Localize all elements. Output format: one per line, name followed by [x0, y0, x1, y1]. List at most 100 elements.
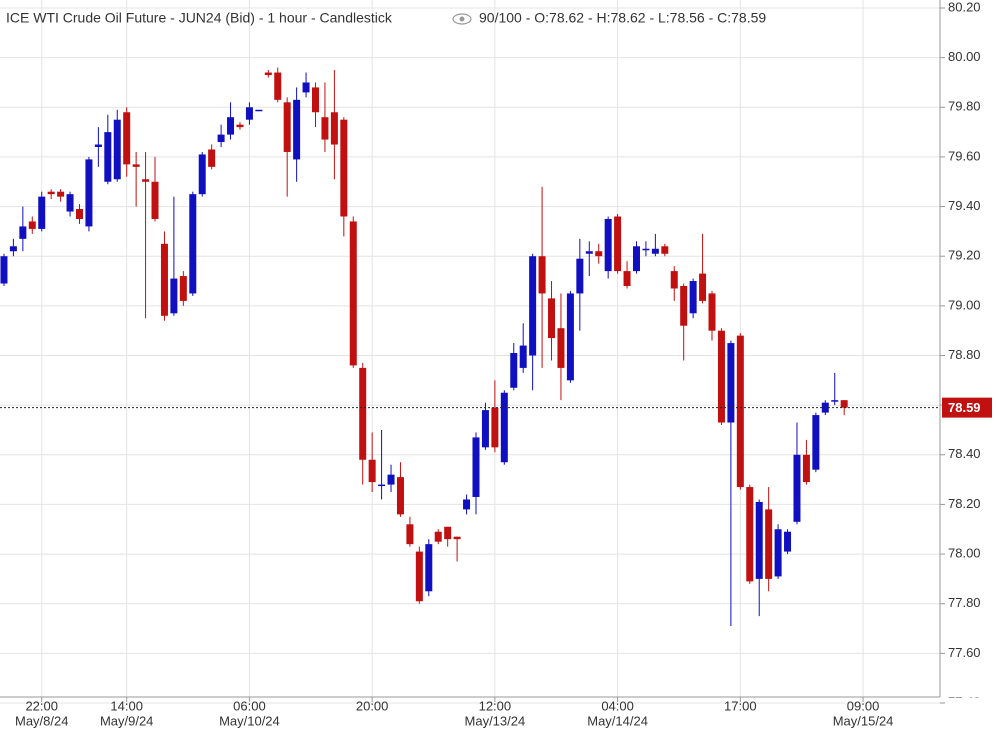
- candle-body: [19, 226, 27, 239]
- chart-title: ICE WTI Crude Oil Future - JUN24 (Bid) -…: [6, 10, 393, 26]
- candle-body: [189, 194, 197, 294]
- grid: [0, 0, 940, 704]
- y-tick-label: 77.80: [948, 595, 981, 610]
- x-tick-label: 17:00: [724, 698, 757, 713]
- candle-body: [802, 454, 810, 483]
- candle-body: [519, 345, 527, 368]
- candle-body: [774, 529, 782, 577]
- x-tick-label: 22:00: [25, 698, 58, 713]
- candle-body: [736, 335, 744, 488]
- chart-summary: 90/100 - O:78.62 - H:78.62 - L:78.56 - C…: [479, 10, 766, 26]
- y-tick-label: 80.00: [948, 49, 981, 64]
- candle-body: [538, 256, 546, 294]
- x-tick-date: May/13/24: [465, 713, 526, 728]
- candle-body: [349, 221, 357, 366]
- candle-body: [585, 251, 593, 254]
- eye-icon: [452, 13, 472, 25]
- candle-body: [38, 196, 46, 229]
- candle-body: [57, 191, 65, 197]
- candle-body: [793, 454, 801, 522]
- y-tick-label: 79.40: [948, 198, 981, 213]
- y-tick-label: 80.20: [948, 0, 981, 14]
- candle-body: [368, 459, 376, 483]
- candle-body: [651, 248, 659, 254]
- candle-body: [28, 221, 36, 229]
- candle-body: [217, 134, 225, 143]
- candle-body: [680, 286, 688, 326]
- candle-body: [396, 477, 404, 515]
- candles: [0, 67, 848, 627]
- candle-body: [604, 218, 612, 272]
- candle-body: [406, 524, 414, 545]
- candle-body: [170, 278, 178, 314]
- candle-body: [529, 256, 537, 356]
- candle-body: [330, 112, 338, 145]
- candle-body: [689, 281, 697, 314]
- candle-body: [387, 474, 395, 485]
- candle-body: [264, 72, 272, 76]
- x-tick-label: 20:00: [356, 698, 389, 713]
- candle-body: [642, 248, 650, 251]
- candle-body: [123, 112, 131, 165]
- candle-body: [632, 246, 640, 272]
- candle-body: [9, 246, 17, 252]
- y-tick-label: 79.20: [948, 248, 981, 263]
- candle-body: [840, 400, 848, 408]
- y-tick-label: 78.00: [948, 546, 981, 561]
- candle-body: [425, 544, 433, 592]
- x-tick-label: 09:00: [847, 698, 880, 713]
- candle-body: [312, 87, 320, 113]
- y-tick-label: 78.20: [948, 496, 981, 511]
- y-tick-label: 79.00: [948, 297, 981, 312]
- candle-body: [236, 124, 244, 128]
- last-price-box: [942, 397, 992, 418]
- y-tick-label: 78.40: [948, 446, 981, 461]
- candle-body: [198, 154, 206, 195]
- candle-body: [595, 251, 603, 257]
- candle-body: [614, 216, 622, 272]
- x-tick-date: May/14/24: [587, 713, 648, 728]
- candle-body: [472, 437, 480, 497]
- candle-body: [151, 181, 159, 219]
- x-tick-label: 06:00: [233, 698, 266, 713]
- candle-body: [670, 271, 678, 289]
- candle-body: [179, 276, 187, 301]
- candle-body: [481, 410, 489, 448]
- candle-body: [321, 117, 329, 140]
- candle-body: [415, 551, 423, 602]
- y-tick-label: 79.60: [948, 148, 981, 163]
- candle-body: [699, 273, 707, 301]
- candle-body: [453, 536, 461, 540]
- candle-body: [831, 400, 839, 402]
- candle-body: [94, 144, 102, 147]
- candle-body: [227, 117, 235, 135]
- x-tick-date: May/10/24: [219, 713, 280, 728]
- candle-body: [500, 392, 508, 463]
- candle-body: [66, 194, 74, 212]
- x-tick-date: May/15/24: [833, 713, 894, 728]
- candle-body: [245, 107, 253, 120]
- candle-body: [434, 531, 442, 542]
- candle-body: [47, 191, 55, 195]
- x-tick-label: 14:00: [110, 698, 143, 713]
- x-tick-date: May/8/24: [15, 713, 68, 728]
- candle-body: [75, 209, 83, 219]
- candle-body: [548, 298, 556, 339]
- candle-body: [142, 179, 150, 182]
- candle-body: [302, 82, 310, 93]
- candle-body: [510, 353, 518, 388]
- x-tick-label: 04:00: [601, 698, 634, 713]
- y-tick-label: 79.80: [948, 99, 981, 114]
- candle-body: [104, 132, 112, 182]
- candle-body: [208, 149, 216, 167]
- candle-body: [755, 501, 763, 579]
- candle-body: [576, 258, 584, 294]
- candle-body: [0, 256, 8, 284]
- y-tick-label: 77.60: [948, 645, 981, 660]
- x-tick-date: May/9/24: [100, 713, 153, 728]
- candle-body: [113, 119, 121, 180]
- candle-body: [444, 526, 452, 540]
- candle-body: [132, 164, 140, 167]
